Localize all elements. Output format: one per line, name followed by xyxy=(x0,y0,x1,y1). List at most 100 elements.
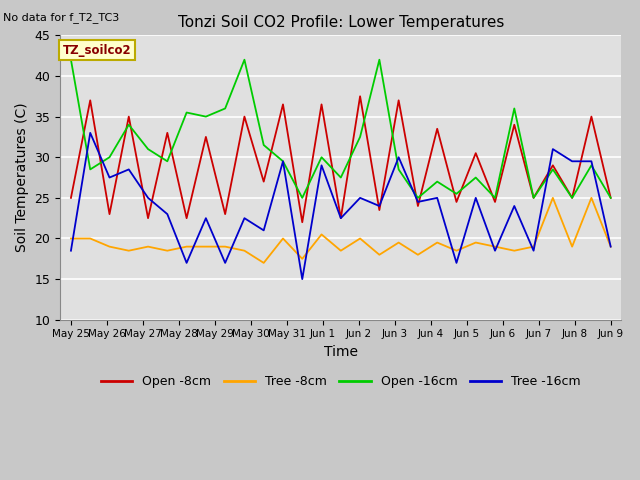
Open -16cm xyxy=(472,175,479,180)
Tree -16cm xyxy=(452,260,460,266)
Tree -16cm xyxy=(588,158,595,164)
Open -8cm xyxy=(279,102,287,108)
Open -16cm xyxy=(163,158,171,164)
Open -8cm xyxy=(376,207,383,213)
Open -8cm xyxy=(414,203,422,209)
Tree -8cm xyxy=(202,244,210,250)
Tree -16cm xyxy=(279,158,287,164)
Line: Tree -16cm: Tree -16cm xyxy=(71,133,611,279)
Open -16cm xyxy=(356,134,364,140)
Open -8cm xyxy=(356,94,364,99)
Open -8cm xyxy=(337,216,345,221)
Title: Tonzi Soil CO2 Profile: Lower Temperatures: Tonzi Soil CO2 Profile: Lower Temperatur… xyxy=(178,15,504,30)
Tree -8cm xyxy=(414,252,422,258)
Open -8cm xyxy=(511,122,518,128)
Open -16cm xyxy=(511,106,518,111)
Tree -8cm xyxy=(511,248,518,253)
Open -16cm xyxy=(67,57,75,62)
Open -16cm xyxy=(125,122,132,128)
Text: No data for f_T2_TC3: No data for f_T2_TC3 xyxy=(3,12,120,23)
Tree -8cm xyxy=(588,195,595,201)
Tree -16cm xyxy=(337,216,345,221)
Open -16cm xyxy=(376,57,383,62)
Tree -16cm xyxy=(472,195,479,201)
Open -8cm xyxy=(452,199,460,205)
Tree -8cm xyxy=(356,236,364,241)
Tree -16cm xyxy=(260,228,268,233)
Tree -16cm xyxy=(67,248,75,253)
Tree -8cm xyxy=(607,244,614,250)
X-axis label: Time: Time xyxy=(324,345,358,359)
Open -8cm xyxy=(144,216,152,221)
Tree -8cm xyxy=(298,256,306,262)
Open -16cm xyxy=(395,167,403,172)
Tree -16cm xyxy=(607,244,614,250)
Open -8cm xyxy=(395,97,403,103)
Line: Tree -8cm: Tree -8cm xyxy=(71,198,611,263)
Tree -16cm xyxy=(433,195,441,201)
Tree -8cm xyxy=(221,244,229,250)
Tree -16cm xyxy=(125,167,132,172)
Tree -16cm xyxy=(241,216,248,221)
Open -8cm xyxy=(530,195,538,201)
Open -8cm xyxy=(298,219,306,225)
Open -16cm xyxy=(588,162,595,168)
Open -16cm xyxy=(491,195,499,201)
Tree -16cm xyxy=(183,260,191,266)
Open -16cm xyxy=(414,195,422,201)
Open -8cm xyxy=(607,195,614,201)
Tree -8cm xyxy=(241,248,248,253)
Tree -16cm xyxy=(106,175,113,180)
Tree -8cm xyxy=(549,195,557,201)
Tree -16cm xyxy=(376,203,383,209)
Tree -16cm xyxy=(414,199,422,205)
Open -8cm xyxy=(67,195,75,201)
Tree -8cm xyxy=(279,236,287,241)
Tree -16cm xyxy=(86,130,94,136)
Line: Open -8cm: Open -8cm xyxy=(71,96,611,222)
Open -8cm xyxy=(491,199,499,205)
Tree -16cm xyxy=(511,203,518,209)
Open -16cm xyxy=(452,191,460,197)
Open -8cm xyxy=(163,130,171,136)
Open -8cm xyxy=(568,195,576,201)
Open -16cm xyxy=(549,167,557,172)
Open -16cm xyxy=(221,106,229,111)
Open -16cm xyxy=(279,158,287,164)
Tree -16cm xyxy=(144,195,152,201)
Tree -16cm xyxy=(298,276,306,282)
Tree -8cm xyxy=(530,244,538,250)
Legend: Open -8cm, Tree -8cm, Open -16cm, Tree -16cm: Open -8cm, Tree -8cm, Open -16cm, Tree -… xyxy=(96,370,586,393)
Open -16cm xyxy=(530,195,538,201)
Tree -16cm xyxy=(163,211,171,217)
Open -8cm xyxy=(125,114,132,120)
Y-axis label: Soil Temperatures (C): Soil Temperatures (C) xyxy=(15,103,29,252)
Text: TZ_soilco2: TZ_soilco2 xyxy=(63,44,132,57)
Open -8cm xyxy=(106,211,113,217)
Open -16cm xyxy=(183,109,191,115)
Tree -16cm xyxy=(549,146,557,152)
Tree -16cm xyxy=(530,248,538,253)
Tree -8cm xyxy=(260,260,268,266)
Open -16cm xyxy=(241,57,248,62)
Tree -8cm xyxy=(568,244,576,250)
Open -8cm xyxy=(549,162,557,168)
Tree -16cm xyxy=(221,260,229,266)
Tree -16cm xyxy=(202,216,210,221)
Open -16cm xyxy=(202,114,210,120)
Open -8cm xyxy=(433,126,441,132)
Open -8cm xyxy=(202,134,210,140)
Open -16cm xyxy=(86,167,94,172)
Tree -8cm xyxy=(125,248,132,253)
Open -16cm xyxy=(568,195,576,201)
Tree -8cm xyxy=(472,240,479,245)
Open -8cm xyxy=(260,179,268,184)
Tree -8cm xyxy=(433,240,441,245)
Tree -8cm xyxy=(67,236,75,241)
Tree -8cm xyxy=(163,248,171,253)
Tree -16cm xyxy=(395,155,403,160)
Tree -16cm xyxy=(568,158,576,164)
Tree -8cm xyxy=(452,248,460,253)
Tree -8cm xyxy=(376,252,383,258)
Open -8cm xyxy=(241,114,248,120)
